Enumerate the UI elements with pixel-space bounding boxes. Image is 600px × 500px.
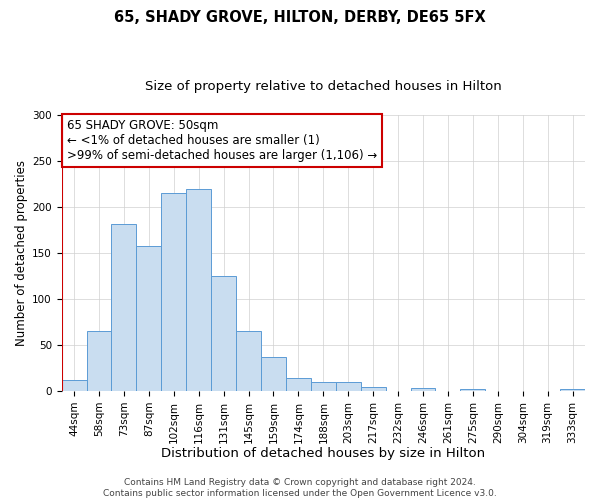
Text: Contains HM Land Registry data © Crown copyright and database right 2024.
Contai: Contains HM Land Registry data © Crown c… bbox=[103, 478, 497, 498]
Bar bbox=[336, 382, 361, 391]
Bar bbox=[136, 246, 161, 391]
Title: Size of property relative to detached houses in Hilton: Size of property relative to detached ho… bbox=[145, 80, 502, 93]
Y-axis label: Number of detached properties: Number of detached properties bbox=[15, 160, 28, 346]
Bar bbox=[211, 276, 236, 391]
Text: 65, SHADY GROVE, HILTON, DERBY, DE65 5FX: 65, SHADY GROVE, HILTON, DERBY, DE65 5FX bbox=[114, 10, 486, 25]
Bar bbox=[186, 188, 211, 391]
Bar bbox=[311, 382, 336, 391]
Bar bbox=[560, 389, 585, 391]
Text: 65 SHADY GROVE: 50sqm
← <1% of detached houses are smaller (1)
>99% of semi-deta: 65 SHADY GROVE: 50sqm ← <1% of detached … bbox=[67, 119, 377, 162]
Bar bbox=[62, 380, 86, 391]
X-axis label: Distribution of detached houses by size in Hilton: Distribution of detached houses by size … bbox=[161, 447, 485, 460]
Bar bbox=[361, 388, 386, 391]
Bar bbox=[460, 389, 485, 391]
Bar bbox=[286, 378, 311, 391]
Bar bbox=[112, 224, 136, 391]
Bar bbox=[86, 331, 112, 391]
Bar bbox=[261, 357, 286, 391]
Bar bbox=[410, 388, 436, 391]
Bar bbox=[236, 331, 261, 391]
Bar bbox=[161, 193, 186, 391]
